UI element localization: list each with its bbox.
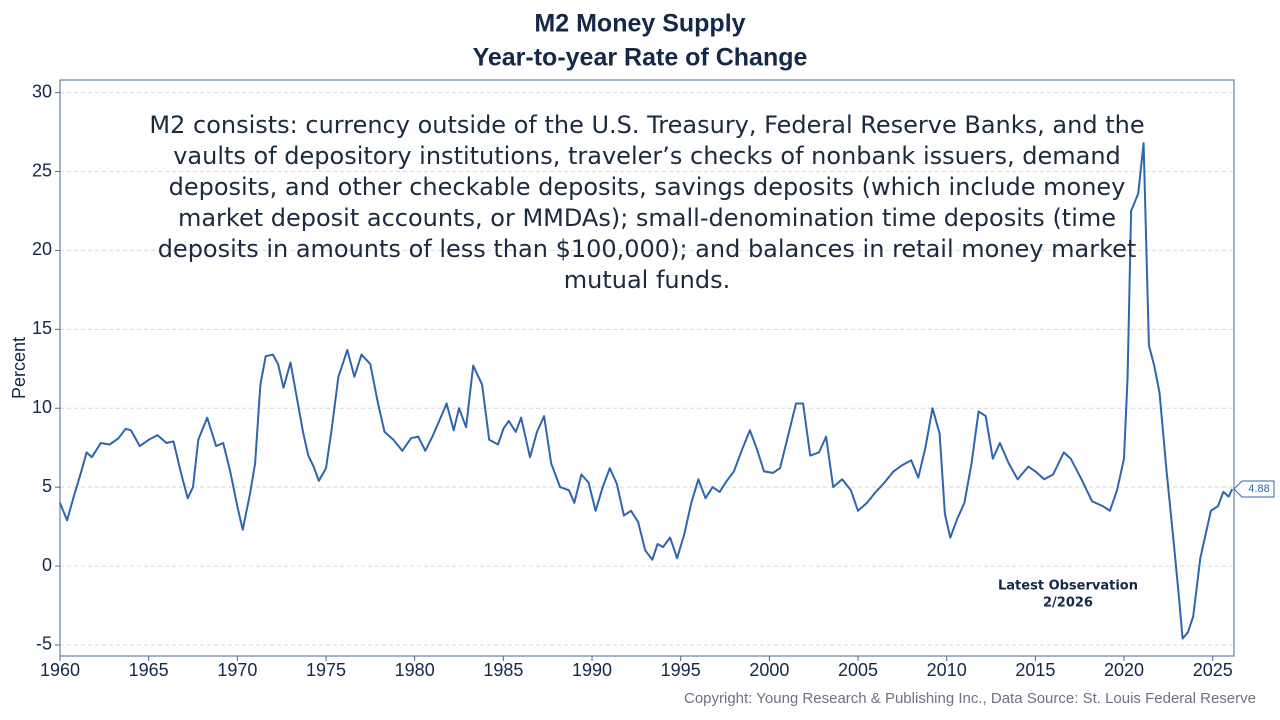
x-tick-label: 1960 <box>40 660 80 680</box>
x-tick-label: 2015 <box>1015 660 1055 680</box>
x-tick-label: 2025 <box>1193 660 1233 680</box>
y-axis-label: Percent <box>9 337 29 399</box>
end-label-box <box>1233 480 1275 498</box>
latest-note: 2/2026 <box>1043 596 1093 611</box>
x-tick-label: 2010 <box>927 660 967 680</box>
chart-title: M2 Money Supply <box>534 10 745 38</box>
y-tick-label: -5 <box>36 634 52 654</box>
annotation-line: vaults of depository institutions, trave… <box>173 142 1121 170</box>
x-tick-label: 1980 <box>395 660 435 680</box>
x-tick-label: 1995 <box>661 660 701 680</box>
x-tick-label: 2020 <box>1104 660 1144 680</box>
x-tick-label: 1975 <box>306 660 346 680</box>
source-note: Copyright: Young Research & Publishing I… <box>684 690 1256 707</box>
data-line <box>59 142 1234 640</box>
x-tick-label: 1965 <box>129 660 169 680</box>
latest-note: Latest Observation <box>998 579 1138 594</box>
y-tick-label: 0 <box>42 555 52 575</box>
annotation-line: deposits in amounts of less than $100,00… <box>157 235 1137 263</box>
annotation: M2 consists: currency outside of the U.S… <box>60 110 1234 296</box>
chart-subtitle: Year-to-year Rate of Change <box>473 44 808 72</box>
x-tick-label: 1985 <box>483 660 523 680</box>
y-tick-label: 20 <box>32 239 52 259</box>
y-tick-label: 25 <box>32 160 52 180</box>
annotation-line: M2 consists: currency outside of the U.S… <box>149 111 1145 139</box>
y-tick-label: 10 <box>32 397 52 417</box>
y-tick-label: 30 <box>32 81 52 101</box>
x-tick-label: 2000 <box>749 660 789 680</box>
x-tick-label: 1990 <box>572 660 612 680</box>
annotation-line: market deposit accounts, or MMDAs); smal… <box>177 204 1117 232</box>
annotation-line: mutual funds. <box>563 266 731 294</box>
x-tick-label: 1970 <box>217 660 257 680</box>
end-label: 4.88 <box>1248 483 1269 495</box>
annotation-line: deposits, and other checkable deposits, … <box>168 173 1126 201</box>
x-tick-label: 2005 <box>838 660 878 680</box>
y-tick-label: 5 <box>42 476 52 496</box>
plot-frame <box>59 79 1235 657</box>
y-tick-label: 15 <box>32 318 52 338</box>
